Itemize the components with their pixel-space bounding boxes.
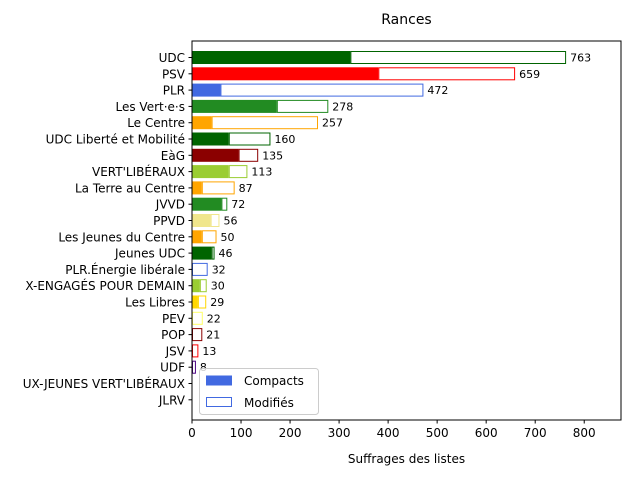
y-tick-label: Le Centre xyxy=(127,116,185,130)
bar-total-label: 30 xyxy=(211,280,225,293)
x-tick-label: 600 xyxy=(475,426,498,440)
bar-modifies xyxy=(228,132,271,146)
legend-label-modifies: Modifiés xyxy=(244,396,294,410)
y-tick-label: PLR xyxy=(163,84,185,98)
bar-compacts xyxy=(192,214,211,227)
bar-modifies xyxy=(201,181,235,195)
bar-compacts xyxy=(192,230,202,244)
y-tick-label: JLRV xyxy=(158,393,186,407)
x-tick-label: 0 xyxy=(188,426,196,440)
legend-label-compacts: Compacts xyxy=(244,374,304,388)
bar-modifies xyxy=(210,214,220,227)
y-tick-label: Les Libres xyxy=(125,296,185,310)
y-axis: UDC PSV PLR Les Vert·e·s Le Centre UDC Libert… xyxy=(23,51,192,407)
bar-modifies xyxy=(350,51,567,64)
y-tick-label: PEV xyxy=(162,312,186,326)
bar-total-label: 22 xyxy=(207,312,221,325)
legend: Compacts Modifiés xyxy=(199,368,319,415)
x-axis-label: Suffrages des listes xyxy=(348,452,465,466)
bar-total-label: 257 xyxy=(322,117,343,130)
bar-modifies xyxy=(192,360,196,374)
bar-total-label: 50 xyxy=(221,231,235,244)
bar-compacts xyxy=(192,116,212,130)
x-tick-label: 400 xyxy=(377,426,400,440)
bar-modifies xyxy=(192,262,208,276)
y-tick-label: Jeunes UDC xyxy=(114,247,185,261)
bar-total-label: 113 xyxy=(251,166,272,179)
bar-modifies xyxy=(197,295,207,309)
x-tick-label: 100 xyxy=(230,426,253,440)
bar-total-label: 87 xyxy=(239,182,253,195)
y-tick-label: La Terre au Centre xyxy=(75,181,185,195)
legend-swatch-modifies xyxy=(206,397,232,407)
value-labels-group: 763 659 472 278 257 160 135 113 87 72 56 50 46 32 30 29… xyxy=(200,52,591,375)
bar-total-label: 32 xyxy=(212,263,226,276)
bar-modifies xyxy=(201,230,217,244)
y-tick-label: EàG xyxy=(161,149,185,163)
y-tick-label: Les Jeunes du Centre xyxy=(58,230,185,244)
y-tick-label: PLR.Énergie libérale xyxy=(65,262,185,277)
bar-total-label: 13 xyxy=(202,345,216,358)
bar-modifies xyxy=(192,328,203,342)
bar-modifies xyxy=(192,344,199,358)
y-tick-label: POP xyxy=(161,328,185,342)
bar-total-label: 763 xyxy=(570,52,591,65)
bar-compacts xyxy=(192,148,239,162)
bar-compacts xyxy=(192,197,222,211)
bars-group xyxy=(192,51,567,374)
bar-total-label: 472 xyxy=(427,84,448,97)
bar-total-label: 278 xyxy=(332,100,353,113)
bar-total-label: 56 xyxy=(223,215,237,228)
x-tick-label: 300 xyxy=(328,426,351,440)
x-tick-label: 500 xyxy=(426,426,449,440)
bar-modifies xyxy=(211,246,215,260)
y-tick-label: VERT'LIBÉRAUX xyxy=(92,164,185,179)
bar-modifies xyxy=(228,165,248,179)
bar-total-label: 21 xyxy=(206,329,220,342)
y-tick-label: PPVD xyxy=(153,214,185,228)
bar-compacts xyxy=(192,67,379,81)
bar-modifies xyxy=(276,99,329,113)
y-tick-label: Les Vert·e·s xyxy=(116,100,186,114)
x-tick-label: 700 xyxy=(524,426,547,440)
bar-compacts xyxy=(192,83,221,97)
plot-frame xyxy=(191,40,622,421)
x-tick-label: 800 xyxy=(573,426,596,440)
bar-total-label: 659 xyxy=(519,68,540,81)
bar-compacts xyxy=(192,165,229,179)
y-tick-label: PSV xyxy=(162,67,186,81)
bar-compacts xyxy=(192,132,229,146)
bar-modifies xyxy=(238,148,259,162)
bar-compacts xyxy=(192,295,198,309)
bar-modifies xyxy=(378,67,516,81)
bar-compacts xyxy=(192,246,212,260)
bar-modifies xyxy=(199,279,207,293)
y-tick-label: X-ENGAGÉS POUR DEMAIN xyxy=(25,278,185,293)
bar-total-label: 135 xyxy=(262,149,283,162)
bar-compacts xyxy=(192,181,202,195)
legend-swatch-compacts xyxy=(206,375,232,386)
bar-compacts xyxy=(192,51,351,64)
y-tick-label: JVVD xyxy=(155,198,185,212)
bar-compacts xyxy=(192,99,277,113)
chart-title: Rances xyxy=(381,12,431,28)
y-tick-label: UDC xyxy=(159,51,185,65)
bar-total-label: 29 xyxy=(210,296,224,309)
bar-total-label: 160 xyxy=(274,133,295,146)
x-tick-label: 200 xyxy=(279,426,302,440)
bar-modifies xyxy=(192,311,203,325)
x-axis: 0 100 200 300 400 500 600 700 800 xyxy=(188,420,596,440)
bar-modifies xyxy=(221,197,228,211)
y-tick-label: UDC Liberté et Mobilité xyxy=(46,133,185,147)
bar-total-label: 46 xyxy=(219,247,233,260)
bar-compacts xyxy=(192,279,200,293)
y-tick-label: JSV xyxy=(165,344,186,358)
bar-total-label: 8 xyxy=(200,361,207,374)
y-tick-label: UX-JEUNES VERT'LIBÉRAUX xyxy=(23,376,185,391)
bar-modifies xyxy=(220,83,424,97)
y-tick-label: UDF xyxy=(160,361,185,375)
bar-modifies xyxy=(211,116,319,130)
bar-total-label: 72 xyxy=(231,198,245,211)
